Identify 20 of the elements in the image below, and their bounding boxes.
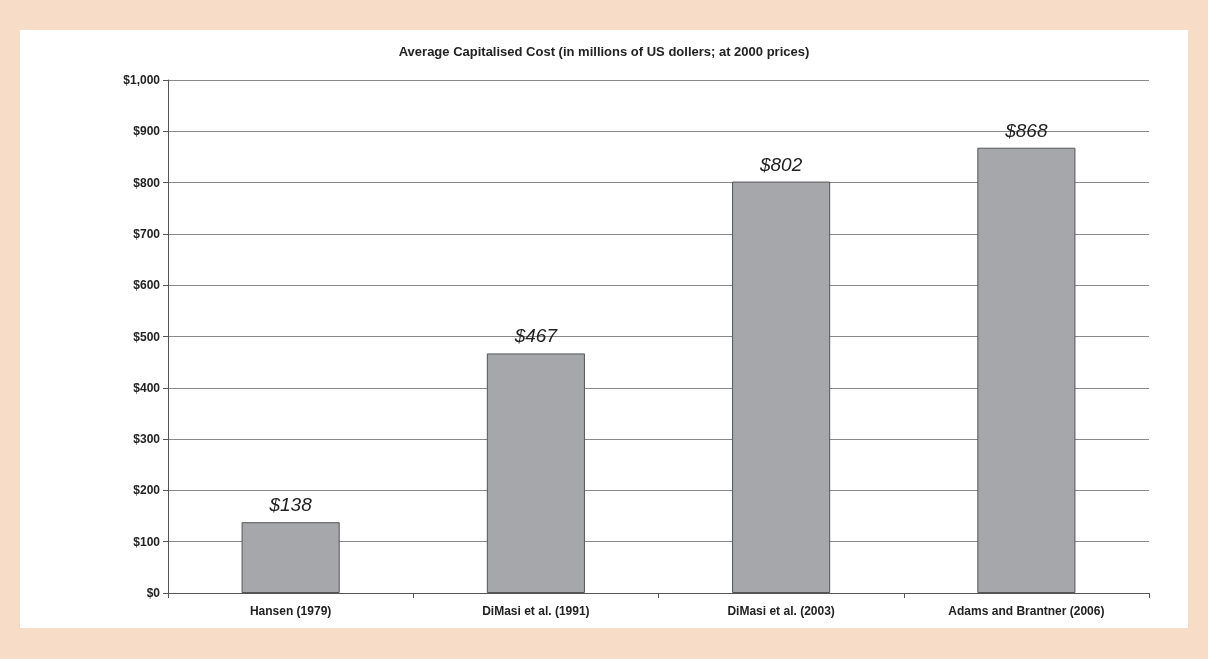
y-tick-label: $1,000: [123, 73, 161, 87]
chart-title: Average Capitalised Cost (in millions of US dollers; at 2000 prices): [398, 44, 810, 59]
y-tick-label: $600: [133, 278, 161, 293]
y-tick-label: $700: [133, 226, 161, 241]
y-tick-label: $800: [133, 175, 161, 190]
y-tick-label: $100: [133, 534, 161, 549]
y-tick-label: $500: [133, 329, 161, 344]
data-label: $802: [758, 153, 803, 175]
y-tick-label: $200: [133, 483, 161, 498]
y-tick-label: $0: [146, 586, 161, 600]
data-label: $138: [268, 494, 313, 516]
x-tick-label: DiMasi et al. (2003): [727, 604, 835, 618]
y-tick-label: $900: [133, 124, 161, 139]
x-tick-label: DiMasi et al. (1991): [482, 604, 590, 618]
x-tick-label: Hansen (1979): [249, 604, 332, 618]
y-tick-label: $300: [133, 432, 161, 447]
x-tick-label: Adams and Brantner (2006): [948, 604, 1105, 618]
data-label: $868: [1004, 119, 1048, 141]
y-tick-label: $400: [133, 380, 161, 395]
data-label: $467: [513, 325, 559, 347]
